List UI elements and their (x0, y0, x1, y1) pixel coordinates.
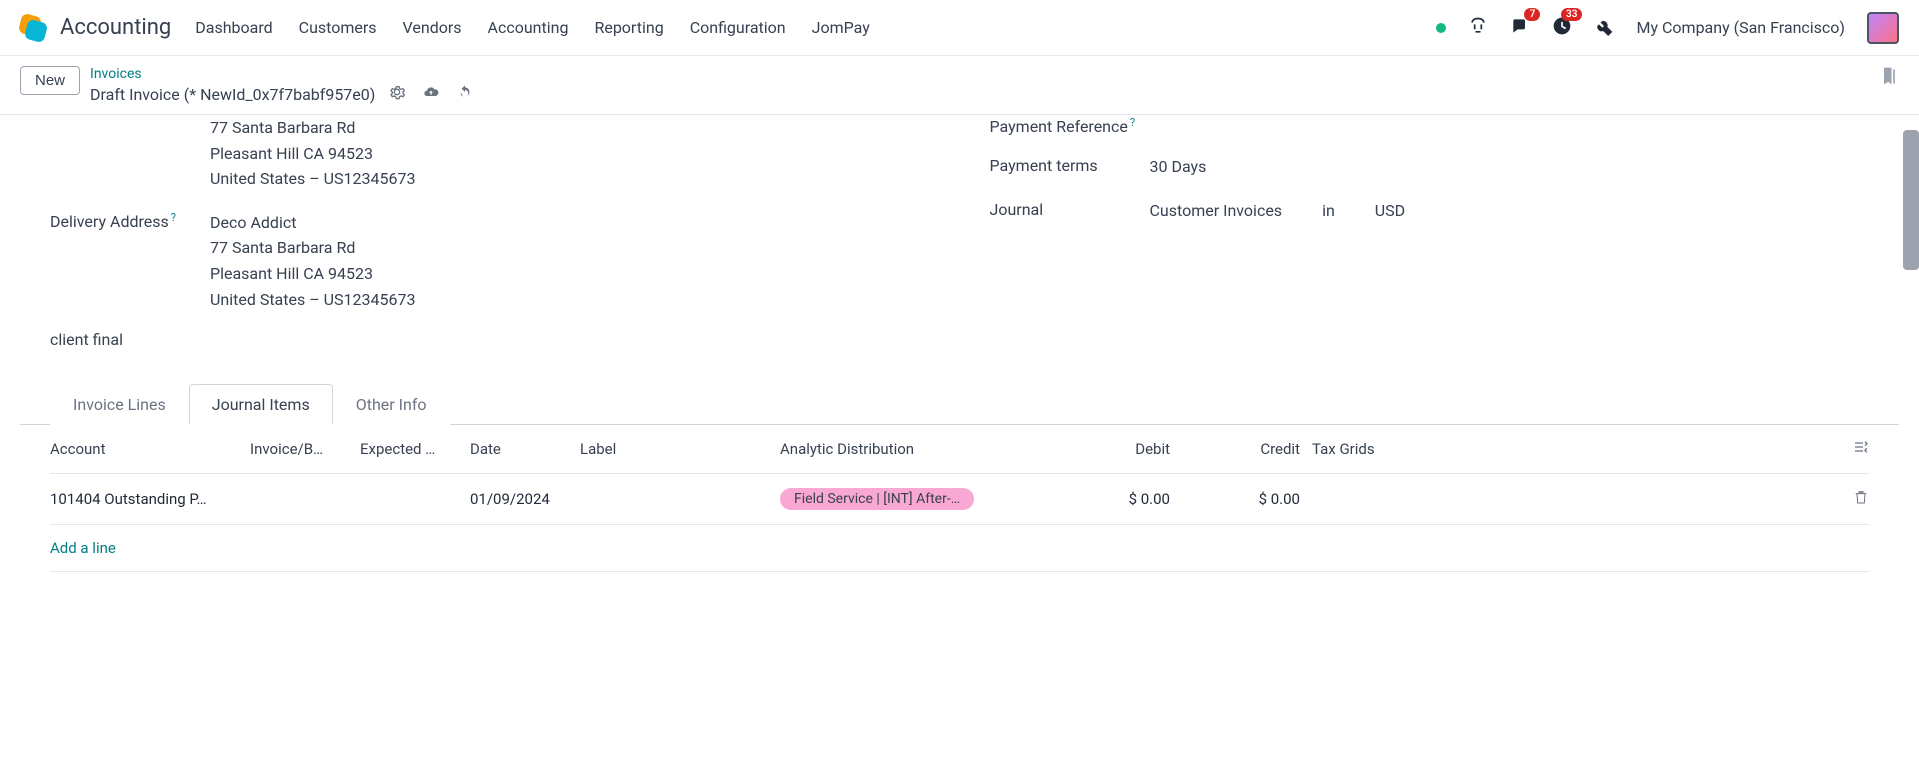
payment-reference-label: Payment Reference? (990, 115, 1150, 136)
app-title[interactable]: Accounting (60, 15, 171, 40)
cell-account[interactable]: 101404 Outstanding P… (50, 490, 250, 508)
journal-value[interactable]: Customer Invoices (1150, 198, 1283, 224)
header-label[interactable]: Label (580, 440, 780, 458)
nav-customers[interactable]: Customers (299, 18, 377, 37)
breadcrumb-parent[interactable]: Invoices (90, 66, 473, 82)
journal-label: Journal (990, 198, 1150, 219)
cloud-upload-icon[interactable] (423, 84, 439, 104)
tools-icon[interactable] (1594, 16, 1614, 40)
user-avatar[interactable] (1867, 12, 1899, 44)
journal-value-row: Customer Invoices in USD (1150, 198, 1406, 224)
topbar-right: 7 33 My Company (San Francisco) (1436, 12, 1899, 44)
form-content: 77 Santa Barbara Rd Pleasant Hill CA 945… (0, 115, 1919, 631)
cell-date[interactable]: 01/09/2024 (470, 490, 580, 508)
help-icon[interactable]: ? (171, 211, 176, 224)
journal-in-label: in (1322, 198, 1335, 224)
nav-vendors[interactable]: Vendors (403, 18, 462, 37)
header-account[interactable]: Account (50, 440, 250, 458)
cell-credit[interactable]: $ 0.00 (1170, 490, 1300, 508)
company-switcher[interactable]: My Company (San Francisco) (1636, 18, 1845, 37)
delivery-address-value[interactable]: Deco Addict 77 Santa Barbara Rd Pleasant… (210, 210, 415, 312)
tab-other-info[interactable]: Other Info (333, 384, 450, 425)
client-final-text[interactable]: client final (50, 330, 930, 349)
header-credit[interactable]: Credit (1170, 440, 1300, 458)
breadcrumb-title: Draft Invoice (* NewId_0x7f7babf957e0) (90, 85, 375, 104)
scrollbar[interactable] (1903, 130, 1919, 270)
bookmark-icon[interactable] (1879, 66, 1899, 90)
journal-currency[interactable]: USD (1375, 198, 1405, 224)
header-tax[interactable]: Tax Grids (1300, 440, 1400, 458)
payment-terms-value[interactable]: 30 Days (1150, 154, 1207, 180)
analytic-tag[interactable]: Field Service | [INT] After-… (780, 488, 974, 510)
table-header: Account Invoice/B… Expected … Date Label… (50, 425, 1869, 473)
new-button[interactable]: New (20, 66, 80, 95)
table-bottom (50, 571, 1869, 601)
phone-icon[interactable] (1468, 16, 1488, 40)
header-date[interactable]: Date (470, 440, 580, 458)
help-icon[interactable]: ? (1130, 116, 1135, 129)
invoice-address-value: 77 Santa Barbara Rd Pleasant Hill CA 945… (210, 115, 415, 192)
header-analytic[interactable]: Analytic Distribution (780, 440, 1040, 458)
delivery-address-label: Delivery Address? (50, 210, 210, 231)
tab-journal-items[interactable]: Journal Items (189, 384, 333, 425)
nav-configuration[interactable]: Configuration (690, 18, 786, 37)
topbar: Accounting Dashboard Customers Vendors A… (0, 0, 1919, 56)
messages-icon[interactable]: 7 (1510, 16, 1530, 40)
undo-icon[interactable] (457, 84, 473, 104)
nav-dashboard[interactable]: Dashboard (195, 18, 272, 37)
messages-badge: 7 (1524, 8, 1540, 21)
delete-row-icon[interactable] (1400, 489, 1869, 509)
breadcrumb-bar: New Invoices Draft Invoice (* NewId_0x7f… (0, 56, 1919, 115)
cell-analytic[interactable]: Field Service | [INT] After-… (780, 488, 1040, 510)
nav-jompay[interactable]: JomPay (812, 18, 870, 37)
journal-items-table: Account Invoice/B… Expected … Date Label… (20, 425, 1899, 601)
activities-badge: 33 (1561, 8, 1582, 21)
table-row[interactable]: 101404 Outstanding P… 01/09/2024 Field S… (50, 473, 1869, 524)
add-line-link[interactable]: Add a line (50, 524, 1869, 571)
tabs: Invoice Lines Journal Items Other Info (20, 383, 1899, 425)
gear-icon[interactable] (389, 84, 405, 104)
status-indicator (1436, 23, 1446, 33)
tab-invoice-lines[interactable]: Invoice Lines (50, 384, 189, 425)
nav-accounting[interactable]: Accounting (488, 18, 569, 37)
header-debit[interactable]: Debit (1040, 440, 1170, 458)
breadcrumb-current: Draft Invoice (* NewId_0x7f7babf957e0) (90, 84, 473, 104)
header-expected[interactable]: Expected … (360, 440, 470, 458)
cell-debit[interactable]: $ 0.00 (1040, 490, 1170, 508)
column-settings-icon[interactable] (1400, 439, 1869, 459)
header-invoice[interactable]: Invoice/B… (250, 440, 360, 458)
app-logo[interactable] (20, 15, 46, 41)
nav-reporting[interactable]: Reporting (594, 18, 663, 37)
payment-terms-label: Payment terms (990, 154, 1150, 175)
nav-menu: Dashboard Customers Vendors Accounting R… (195, 18, 1436, 37)
activities-icon[interactable]: 33 (1552, 16, 1572, 40)
